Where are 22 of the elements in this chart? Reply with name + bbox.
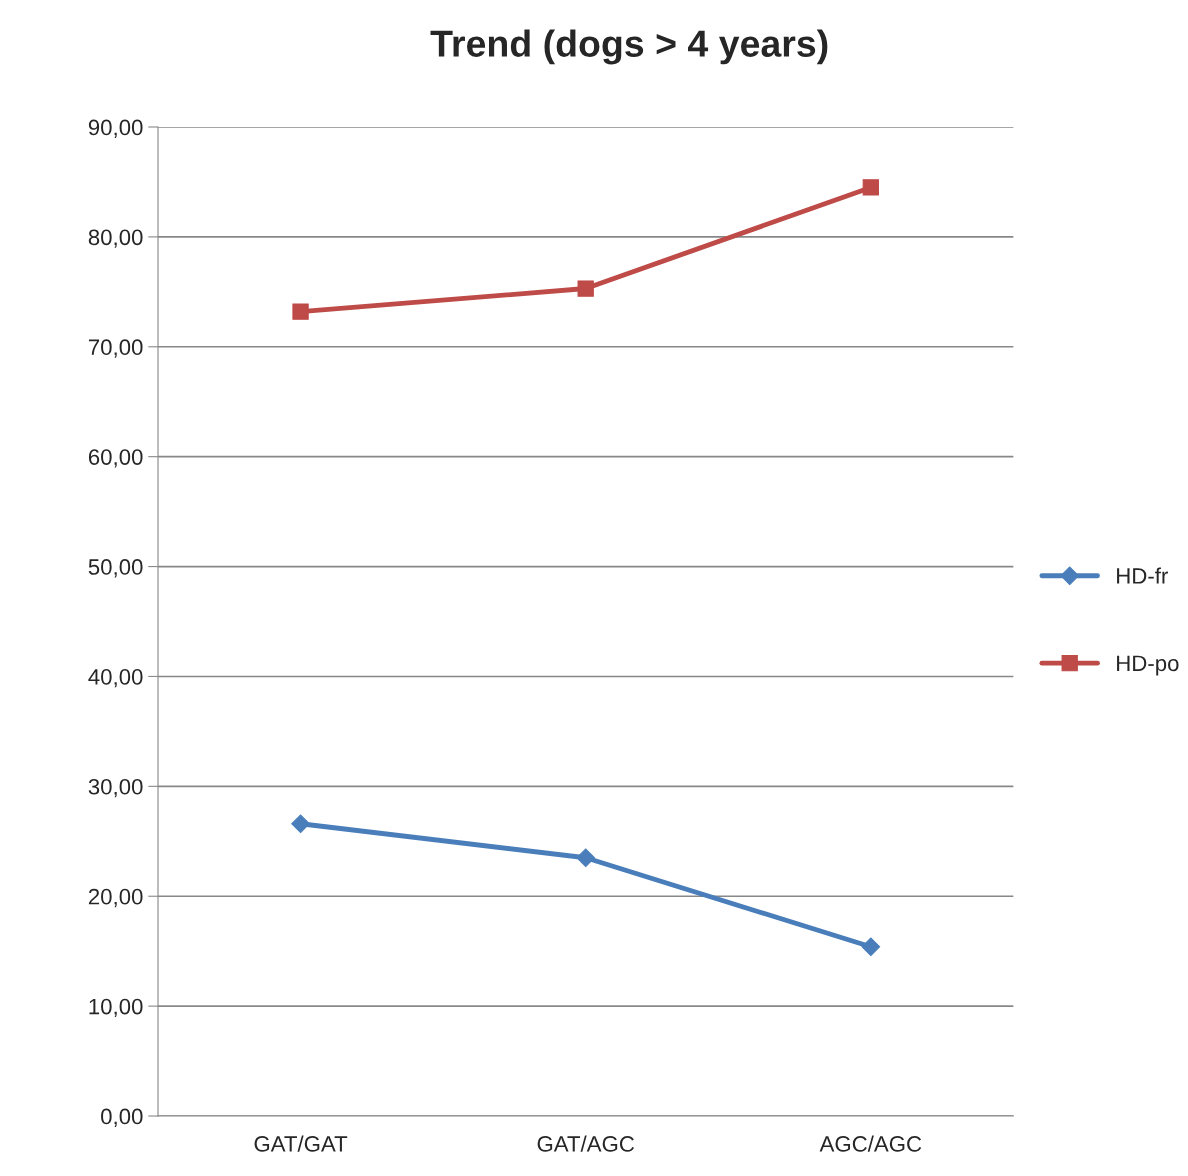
- point: [576, 848, 596, 868]
- legend-label: HD-fr: [1117, 567, 1168, 584]
- x-tick-label: GAT/GAT: [254, 1135, 348, 1152]
- y-tick-label: 10,00: [89, 998, 143, 1018]
- x-tick-label: AGC/AGC: [819, 1135, 922, 1152]
- point: [292, 303, 309, 320]
- y-tick-label: 30,00: [88, 778, 143, 798]
- y-tick-label: 40,00: [88, 669, 143, 688]
- y-tick-label: 20,00: [88, 888, 143, 908]
- point: [862, 179, 879, 196]
- y-tick-label: 50,00: [88, 559, 143, 578]
- y-tick-label: 60,00: [88, 449, 143, 468]
- point: [861, 937, 881, 957]
- point: [577, 280, 594, 297]
- y-tick-label: 90,00: [88, 119, 143, 138]
- y-tick-label: 70,00: [88, 339, 143, 358]
- legend-label: HD-po: [1117, 655, 1179, 676]
- point: [291, 814, 310, 834]
- x-tick-label: GAT/AGC: [537, 1135, 635, 1152]
- chart-title: Trend (dogs > 4 years): [430, 29, 828, 65]
- y-tick-label: 80,00: [88, 229, 143, 248]
- y-tick-label: 0,00: [101, 1108, 143, 1127]
